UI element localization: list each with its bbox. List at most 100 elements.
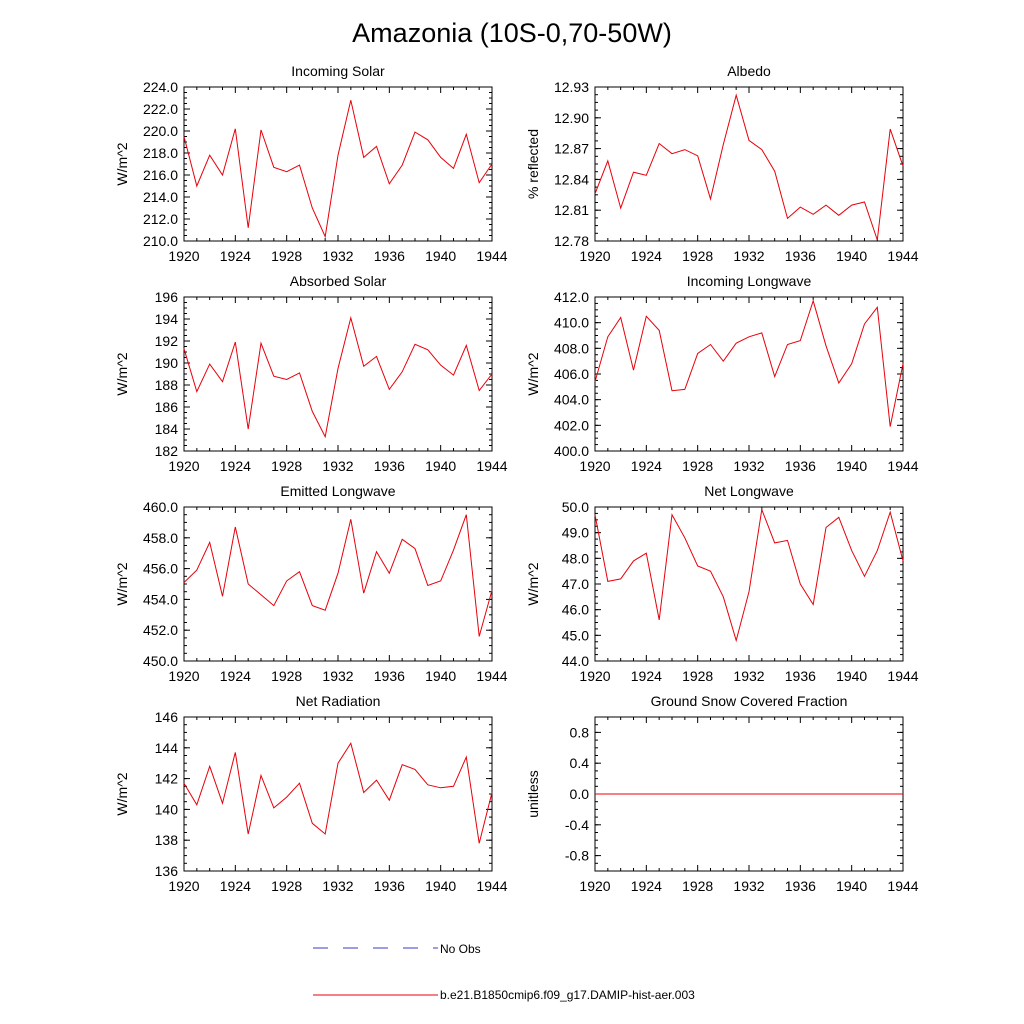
chart-net-radiation-x-tick-label: 1924: [220, 878, 251, 894]
chart-absorbed-solar-series-line: [183, 315, 493, 439]
chart-emitted-longwave-x-tick-label: 1944: [476, 668, 507, 684]
chart-net-longwave-y-tick-label: 48.0: [562, 550, 589, 566]
chart-emitted-longwave-series-line: [183, 514, 493, 637]
chart-ground-snow-covered-fraction-x-tick-label: 1936: [785, 878, 816, 894]
chart-absorbed-solar-y-axis-label: W/m^2: [114, 352, 130, 395]
chart-net-radiation-y-axis-label: W/m^2: [114, 772, 130, 815]
chart-absorbed-solar-frame: [183, 296, 493, 452]
chart-albedo-frame: [594, 86, 904, 242]
chart-absorbed-solar-x-tick-label: 1920: [168, 458, 199, 474]
chart-net-radiation: Net Radiation W/m^2 1920 1924 1928 1932 1936 19…: [114, 693, 508, 894]
chart-albedo: Albedo % reflected 1920 1924 1928 1932 1936 194…: [525, 63, 919, 264]
chart-incoming-solar-y-tick-label: 218.0: [143, 145, 178, 161]
chart-emitted-longwave-x-tick-label: 1924: [220, 668, 251, 684]
chart-net-radiation-y-tick-label: 144: [155, 740, 179, 756]
chart-emitted-longwave-x-tick-label: 1920: [168, 668, 199, 684]
chart-absorbed-solar-y-tick-label: 194: [155, 311, 179, 327]
chart-incoming-longwave-y-axis-label: W/m^2: [525, 352, 541, 395]
chart-net-radiation-y-tick-label: 138: [155, 832, 179, 848]
chart-net-longwave-y-tick-label: 47.0: [562, 576, 589, 592]
chart-net-longwave-y-tick-label: 45.0: [562, 627, 589, 643]
chart-incoming-longwave-series-line: [594, 299, 904, 427]
chart-absorbed-solar-y-tick-label: 188: [155, 377, 179, 393]
chart-incoming-solar-y-tick-label: 210.0: [143, 233, 178, 249]
chart-net-radiation-series-line: [183, 741, 493, 844]
chart-albedo-y-tick-label: 12.90: [554, 110, 589, 126]
chart-ground-snow-covered-fraction-y-tick-label: 0.0: [570, 786, 590, 802]
chart-net-radiation-y-tick-label: 146: [155, 709, 179, 725]
chart-albedo-x-tick-label: 1928: [682, 248, 713, 264]
chart-ground-snow-covered-fraction-x-tick-label: 1924: [631, 878, 662, 894]
chart-incoming-longwave-x-tick-label: 1936: [785, 458, 816, 474]
chart-incoming-solar-x-tick-label: 1940: [425, 248, 456, 264]
legend-obs-label: No Obs: [440, 942, 481, 956]
chart-emitted-longwave-x-tick-label: 1936: [374, 668, 405, 684]
chart-emitted-longwave-title: Emitted Longwave: [280, 483, 395, 499]
chart-incoming-longwave-x-tick-label: 1928: [682, 458, 713, 474]
chart-incoming-solar-y-tick-label: 222.0: [143, 101, 178, 117]
chart-absorbed-solar-y-tick-label: 182: [155, 443, 179, 459]
chart-absorbed-solar-x-tick-label: 1944: [476, 458, 507, 474]
chart-incoming-solar-x-tick-label: 1928: [271, 248, 302, 264]
chart-incoming-solar-y-axis-label: W/m^2: [114, 142, 130, 185]
chart-net-longwave-x-tick-label: 1940: [836, 668, 867, 684]
chart-absorbed-solar-y-tick-label: 192: [155, 333, 179, 349]
chart-net-longwave-x-tick-label: 1920: [579, 668, 610, 684]
chart-albedo-y-tick-label: 12.87: [554, 141, 589, 157]
chart-net-radiation-title: Net Radiation: [296, 693, 381, 709]
chart-incoming-longwave-y-tick-label: 410.0: [554, 315, 589, 331]
chart-net-longwave-x-tick-label: 1928: [682, 668, 713, 684]
chart-absorbed-solar-y-tick-label: 190: [155, 355, 179, 371]
chart-albedo-y-tick-label: 12.78: [554, 233, 589, 249]
chart-net-longwave-y-tick-label: 46.0: [562, 602, 589, 618]
chart-incoming-solar-x-tick-label: 1944: [476, 248, 507, 264]
chart-incoming-longwave-x-tick-label: 1944: [887, 458, 918, 474]
chart-albedo-x-tick-label: 1940: [836, 248, 867, 264]
chart-net-longwave-y-tick-label: 50.0: [562, 499, 589, 515]
chart-net-longwave-frame: [594, 506, 904, 662]
chart-emitted-longwave-y-tick-label: 458.0: [143, 530, 178, 546]
chart-net-longwave-y-tick-label: 44.0: [562, 653, 589, 669]
chart-emitted-longwave-x-tick-label: 1928: [271, 668, 302, 684]
chart-net-longwave-x-tick-label: 1936: [785, 668, 816, 684]
chart-absorbed-solar-x-tick-label: 1932: [322, 458, 353, 474]
chart-net-radiation-y-tick-label: 136: [155, 863, 179, 879]
chart-net-longwave-x-tick-label: 1932: [733, 668, 764, 684]
chart-net-longwave: Net Longwave W/m^2 1920 1924 1928 1932 1936 194…: [525, 483, 919, 684]
chart-net-longwave-series-line: [594, 507, 904, 643]
chart-net-radiation-x-tick-label: 1928: [271, 878, 302, 894]
figure-title: Amazonia (10S-0,70-50W): [352, 18, 672, 48]
chart-emitted-longwave-y-tick-label: 454.0: [143, 591, 178, 607]
chart-net-longwave-x-tick-label: 1924: [631, 668, 662, 684]
chart-incoming-solar: Incoming Solar W/m^2 1920 1924 1928 1932 1936 1…: [114, 63, 508, 264]
chart-panels: Incoming Solar W/m^2 1920 1924 1928 1932 1936 1…: [114, 63, 919, 894]
chart-albedo-x-tick-label: 1944: [887, 248, 918, 264]
chart-emitted-longwave-y-tick-label: 460.0: [143, 499, 178, 515]
chart-ground-snow-covered-fraction-y-tick-label: 0.4: [570, 755, 590, 771]
chart-albedo-y-tick-label: 12.84: [554, 171, 589, 187]
chart-incoming-solar-frame: [183, 86, 493, 242]
chart-incoming-solar-x-tick-label: 1932: [322, 248, 353, 264]
chart-incoming-longwave-y-tick-label: 402.0: [554, 417, 589, 433]
chart-absorbed-solar-title: Absorbed Solar: [290, 273, 387, 289]
chart-absorbed-solar-x-tick-label: 1928: [271, 458, 302, 474]
chart-emitted-longwave-y-tick-label: 452.0: [143, 622, 178, 638]
chart-incoming-longwave-x-tick-label: 1920: [579, 458, 610, 474]
chart-absorbed-solar-x-tick-label: 1940: [425, 458, 456, 474]
chart-net-radiation-x-tick-label: 1940: [425, 878, 456, 894]
chart-incoming-longwave-y-tick-label: 400.0: [554, 443, 589, 459]
chart-net-longwave-x-tick-label: 1944: [887, 668, 918, 684]
chart-ground-snow-covered-fraction: Ground Snow Covered Fraction unitless 1920…: [525, 693, 919, 894]
chart-net-radiation-x-tick-label: 1920: [168, 878, 199, 894]
chart-emitted-longwave-y-tick-label: 456.0: [143, 561, 178, 577]
chart-ground-snow-covered-fraction-y-tick-label: -0.4: [565, 817, 589, 833]
chart-net-radiation-frame: [183, 716, 493, 872]
chart-net-longwave-y-axis-label: W/m^2: [525, 562, 541, 605]
chart-absorbed-solar-x-tick-label: 1924: [220, 458, 251, 474]
chart-ground-snow-covered-fraction-title: Ground Snow Covered Fraction: [651, 693, 848, 709]
chart-net-radiation-x-tick-label: 1944: [476, 878, 507, 894]
chart-absorbed-solar-x-tick-label: 1936: [374, 458, 405, 474]
legend: No Obs b.e21.B1850cmip6.f09_g17.DAMIP-hi…: [313, 942, 695, 1002]
chart-ground-snow-covered-fraction-y-axis-label: unitless: [525, 770, 541, 817]
chart-incoming-longwave-x-tick-label: 1940: [836, 458, 867, 474]
